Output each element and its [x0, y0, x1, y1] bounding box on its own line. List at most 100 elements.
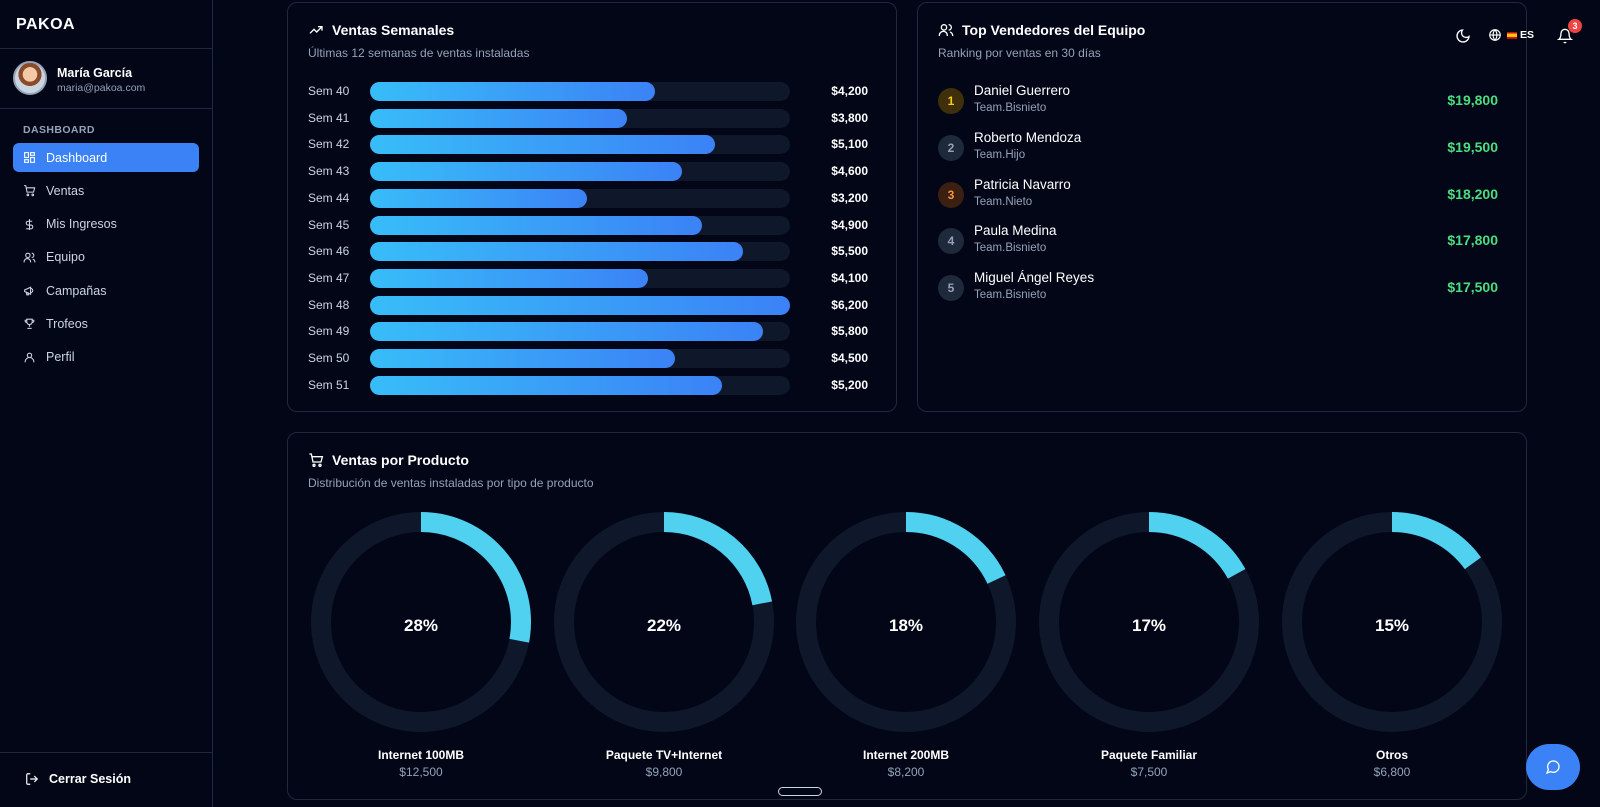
donut-slice [1039, 512, 1259, 732]
bar-value: $3,200 [831, 190, 868, 205]
sidebar-item-ingresos[interactable]: Mis Ingresos [13, 210, 199, 239]
bar-value: $3,800 [831, 110, 868, 125]
language-label: ES [1520, 29, 1535, 41]
donut-percent: 28% [403, 616, 439, 635]
weekly-bar-row: Sem 46 $5,500 [308, 241, 868, 262]
seller-row[interactable]: 1 Daniel Guerrero Team.Bisnieto $19,800 [938, 83, 1498, 123]
bar [370, 268, 648, 288]
product-amount: $7,500 [1130, 765, 1168, 779]
chat-icon [1545, 760, 1560, 775]
bar [370, 322, 763, 342]
seller-team: Team.Hijo [974, 148, 1026, 161]
seller-name: Miguel Ángel Reyes [974, 270, 1095, 286]
donut-slice [1282, 512, 1502, 732]
seller-row[interactable]: 5 Miguel Ángel Reyes Team.Bisnieto $17,500 [938, 270, 1498, 310]
weekly-bar-row: Sem 45 $4,900 [308, 215, 868, 235]
sidebar: PAKOA María García maria@pakoa.com DASHB… [0, 0, 213, 807]
seller-row[interactable]: 2 Roberto Mendoza Team.Hijo $19,500 [938, 130, 1498, 170]
logout-icon [26, 773, 39, 785]
users-icon [23, 252, 36, 263]
weekly-sales-subtitle: Últimas 12 semanas de ventas instaladas [308, 46, 530, 60]
seller-name: Paula Medina [974, 223, 1057, 239]
bar-value: $4,200 [831, 84, 868, 98]
bar [370, 375, 723, 395]
sidebar-item-equipo[interactable]: Equipo [13, 243, 199, 272]
bar-label: Sem 49 [308, 324, 350, 339]
product-amount: $12,500 [399, 765, 443, 779]
seller-amount: $19,800 [1447, 92, 1498, 108]
seller-team: Team.Nieto [974, 195, 1033, 208]
weekly-bar-row: Sem 48 $6,200 [308, 295, 868, 315]
scroll-handle[interactable] [778, 787, 822, 796]
bar-track [370, 242, 790, 262]
product-name: Internet 100MB [377, 748, 465, 762]
language-selector[interactable]: ES [1488, 28, 1534, 42]
avatar [13, 61, 47, 95]
notification-badge: 3 [1568, 19, 1582, 33]
bar-label: Sem 48 [308, 297, 350, 312]
bar-value: $4,600 [831, 164, 868, 179]
sidebar-item-campanas[interactable]: Campañas [13, 276, 199, 305]
product-donut: 22% Paquete TV+Internet $9,800 [549, 510, 779, 790]
divider [0, 752, 213, 753]
donut-slice [311, 512, 531, 732]
donut-percent: 18% [888, 616, 924, 635]
bar-value: $4,100 [831, 270, 868, 285]
seller-row[interactable]: 3 Patricia Navarro Team.Nieto $18,200 [938, 177, 1498, 217]
logout-button[interactable]: Cerrar Sesión [25, 772, 131, 786]
sidebar-item-trofeos[interactable]: Trofeos [13, 309, 199, 338]
bar-track [370, 375, 790, 395]
bar-label: Sem 43 [308, 164, 350, 179]
divider [0, 108, 213, 109]
product-amount: $8,200 [887, 765, 925, 779]
bar-value: $5,100 [831, 137, 868, 152]
weekly-bar-row: Sem 51 $5,200 [308, 375, 868, 395]
bar-label: Sem 47 [308, 270, 350, 285]
bar [370, 215, 702, 235]
product-donut: 28% Internet 100MB $12,500 [306, 510, 536, 790]
top-sellers-card: Top Vendedores del Equipo Ranking por ve… [917, 2, 1527, 412]
sidebar-item-label: Dashboard [46, 150, 108, 165]
cart-icon [24, 185, 36, 197]
rank-badge: 1 [938, 88, 964, 114]
rank-badge: 4 [938, 228, 964, 255]
sidebar-item-label: Ventas [46, 183, 85, 198]
product-donut: 18% Internet 200MB $8,200 [791, 510, 1021, 790]
bar-track [370, 349, 790, 368]
seller-amount: $18,200 [1447, 185, 1498, 202]
chat-button[interactable] [1526, 744, 1580, 790]
logo[interactable]: PAKOA [16, 16, 76, 33]
donut-percent: 17% [1131, 616, 1167, 635]
seller-row[interactable]: 4 Paula Medina Team.Bisnieto $17,800 [938, 223, 1498, 263]
bar-label: Sem 40 [308, 84, 350, 98]
seller-name: Daniel Guerrero [974, 83, 1071, 98]
bar-track [370, 162, 790, 182]
weekly-sales-title: Ventas Semanales [308, 22, 454, 38]
nav-section-label: DASHBOARD [23, 124, 95, 136]
sidebar-item-ventas[interactable]: Ventas [13, 176, 199, 205]
bar-value: $5,200 [831, 377, 868, 392]
weekly-bar-row: Sem 40 $4,200 [308, 81, 868, 101]
sidebar-item-label: Trofeos [46, 316, 88, 331]
seller-team: Team.Bisnieto [974, 102, 1047, 114]
sidebar-nav: Dashboard Ventas Mis Ingresos Equipo Cam… [13, 143, 199, 376]
bar [370, 82, 655, 101]
bar [370, 242, 743, 262]
donut-svg [1282, 512, 1502, 732]
bar-label: Sem 46 [308, 244, 350, 259]
user-email: maria@pakoa.com [57, 82, 146, 94]
product-name: Internet 200MB [862, 748, 950, 762]
top-sellers-title: Top Vendedores del Equipo [938, 22, 1145, 38]
user-icon [24, 352, 35, 363]
trophy-icon [24, 319, 35, 330]
donut-svg [1039, 512, 1259, 732]
sidebar-item-perfil[interactable]: Perfil [13, 343, 199, 372]
donut-percent: 15% [1374, 616, 1410, 635]
spain-flag-icon [1507, 31, 1517, 39]
weekly-bar-row: Sem 42 $5,100 [308, 134, 868, 155]
dark-mode-toggle[interactable] [1455, 28, 1471, 44]
user-profile[interactable]: María García maria@pakoa.com [13, 61, 203, 97]
sidebar-item-dashboard[interactable]: Dashboard [13, 143, 199, 172]
bell-icon[interactable] [1557, 28, 1573, 44]
